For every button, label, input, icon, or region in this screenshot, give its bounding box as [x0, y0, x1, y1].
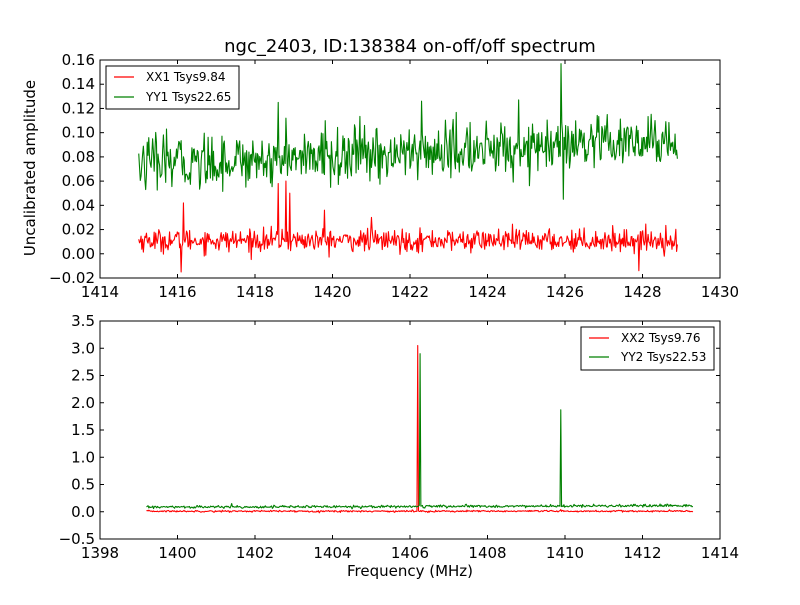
x-tick-label: 1398 [81, 544, 119, 562]
y-tick-label: 0.00 [62, 245, 95, 263]
x-tick-label: 1406 [391, 544, 429, 562]
y-tick-label: 3.5 [71, 312, 95, 330]
bottom-axis-ticks: 1398 1400 1402 1404 1406 1408 1410 1412 1414 −0.5… [59, 312, 740, 562]
top-subplot: ngc_2403, ID:138384 on-off/off spectrum … [21, 36, 739, 301]
y-tick-label: 3.0 [71, 339, 95, 357]
series-line-yy1 [138, 63, 678, 200]
x-tick-label: 1430 [701, 283, 739, 301]
y-tick-label: 2.0 [71, 394, 95, 412]
y-axis-label: Uncalibrated amplitude [21, 80, 39, 256]
legend-label-yy1: YY1 Tsys22.65 [145, 90, 231, 104]
x-tick-label: 1412 [623, 544, 661, 562]
x-tick-label: 1428 [623, 283, 661, 301]
x-tick-label: 1424 [468, 283, 506, 301]
y-tick-label: 0.14 [62, 75, 95, 93]
y-tick-label: 0.10 [62, 124, 95, 142]
y-tick-label: −0.02 [49, 269, 95, 287]
y-tick-label: 0.16 [62, 51, 95, 69]
y-tick-label: 0.5 [71, 476, 95, 494]
x-tick-label: 1400 [158, 544, 196, 562]
y-tick-label: 0.0 [71, 503, 95, 521]
y-tick-label: 2.5 [71, 367, 95, 385]
y-tick-label: 0.06 [62, 172, 95, 190]
x-tick-label: 1410 [546, 544, 584, 562]
legend-label-xx1: XX1 Tsys9.84 [146, 70, 226, 84]
bottom-plot-lines [146, 344, 694, 514]
legend-label-yy2: YY2 Tsys22.53 [620, 350, 706, 364]
x-tick-label: 1404 [313, 544, 351, 562]
x-tick-label: 1414 [701, 544, 739, 562]
y-tick-label: 1.5 [71, 421, 95, 439]
x-axis-label: Frequency (MHz) [347, 562, 473, 580]
y-tick-label: 0.04 [62, 196, 95, 214]
series-line-xx1 [138, 180, 678, 273]
legend-box [580, 326, 715, 371]
x-tick-label: 1418 [236, 283, 274, 301]
x-tick-label: 1426 [546, 283, 584, 301]
x-tick-label: 1416 [158, 283, 196, 301]
top-plot-lines [138, 63, 678, 273]
x-tick-label: 1408 [468, 544, 506, 562]
chart-title: ngc_2403, ID:138384 on-off/off spectrum [224, 36, 596, 57]
x-tick-label: 1402 [236, 544, 274, 562]
top-axis-ticks: 1414 1416 1418 1420 1422 1424 1426 1428 1430 −0.0… [49, 51, 739, 301]
y-tick-label: 0.02 [62, 221, 95, 239]
y-tick-label: 0.12 [62, 99, 95, 117]
x-tick-label: 1414 [81, 283, 119, 301]
bottom-subplot: 1398 1400 1402 1404 1406 1408 1410 1412 1414 −0.5… [59, 312, 740, 580]
x-tick-label: 1420 [313, 283, 351, 301]
legend-box [105, 65, 240, 110]
series-line-xx2 [146, 344, 694, 514]
y-tick-label: 1.0 [71, 448, 95, 466]
legend-label-xx2: XX2 Tsys9.76 [621, 331, 701, 345]
bottom-legend: XX2 Tsys9.76 YY2 Tsys22.53 [580, 326, 715, 371]
series-line-yy2 [146, 353, 694, 510]
x-tick-label: 1422 [391, 283, 429, 301]
y-tick-label: 0.08 [62, 148, 95, 166]
y-tick-label: −0.5 [59, 530, 95, 548]
top-legend: XX1 Tsys9.84 YY1 Tsys22.65 [105, 65, 240, 110]
